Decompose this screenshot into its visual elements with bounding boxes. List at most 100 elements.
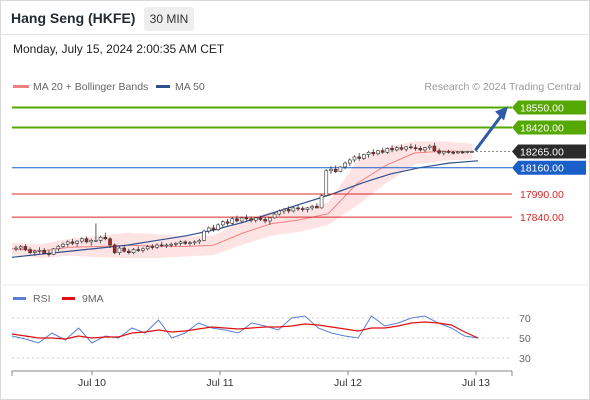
candle-body [178,241,183,244]
candle-body [117,247,122,253]
rsi-legend-label: RSI [33,293,51,305]
candle-body [192,241,197,244]
level-label-17840.00: 17840.00 [520,212,564,224]
candle-body [183,241,188,244]
candle-body [150,246,155,248]
candle-body [343,162,347,168]
candle-body [89,240,94,243]
candle-body [164,244,169,247]
level-label-18420.00: 18420.00 [520,123,564,135]
candle-body [136,249,141,251]
candle-body [296,207,300,210]
ma50-legend-label: MA 50 [175,81,205,93]
candle-body [277,210,282,215]
candle-body [65,241,70,245]
candle-body [47,253,51,255]
candle-body [310,206,314,209]
rsi-line [11,315,479,344]
research-credit: Research © 2024 Trading Central [424,81,581,93]
rsi-tick-30: 30 [519,353,531,365]
candle-body [94,240,98,242]
candle-body [253,217,258,221]
candle-body [188,242,192,244]
instrument-title: Hang Seng (HKFE) [11,10,136,26]
candle-body [432,145,437,152]
level-label-18265.00: 18265.00 [520,146,564,158]
candle-body [131,249,136,253]
candle-body [300,208,305,210]
candle-body [197,240,202,243]
candle-body [357,156,361,159]
candle-body [221,221,225,226]
ma20-line [11,150,473,252]
candle-body [380,150,385,153]
candle-body [376,150,380,155]
forecast-arrow-head [495,106,508,121]
candle-body [268,217,272,222]
candle-body [174,243,178,245]
candle-body [70,241,75,244]
candle-body [244,217,249,220]
candle-body [390,148,394,151]
level-tag-18160.00 [512,160,586,175]
candle-body [305,207,310,210]
candle-body [446,151,451,153]
candle-body [347,159,352,164]
ma50-legend-swatch [156,85,170,88]
candle-body [465,151,470,153]
candle-body [315,206,319,209]
report-datetime: Monday, July 15, 2024 2:00:35 AM CET [13,42,225,56]
candle-body [56,246,61,250]
candle-body [460,151,465,154]
level-tag-18265.00 [512,144,586,159]
candle-body [362,154,366,159]
candle-body [127,250,131,253]
ma20-legend-swatch [13,85,29,88]
candle-body [418,148,423,151]
candle-body [366,151,371,155]
candle-body [338,166,343,172]
candle-body [206,227,211,232]
candle-body [211,227,216,230]
candle-body [112,244,117,253]
candle-body [75,240,79,244]
rsi-legend-swatch [13,297,26,300]
bollinger-band-area [12,141,472,259]
candle-body [42,250,47,254]
candle-body [108,238,112,246]
candle-body [84,238,89,243]
candle-body [427,145,432,148]
candle-body [456,151,460,154]
candle-body [352,156,357,161]
candle-body [319,195,324,209]
timeframe-badge[interactable]: 30 MIN [144,7,194,31]
candle-body [225,221,230,224]
candle-body [324,170,329,196]
candle-body [329,168,333,172]
forecast-arrow-shaft [474,111,505,151]
candle-body [394,147,399,151]
candle-body [413,147,418,149]
candle-body [169,243,173,246]
candle-body [404,146,408,150]
ma20-legend-label: MA 20 + Bollinger Bands [33,81,148,93]
candle-body [122,247,126,252]
level-label-18160.00: 18160.00 [520,163,564,175]
candle-body [470,151,474,153]
candle-body [51,248,56,255]
candle-body [258,217,263,220]
candle-body [451,151,455,154]
candle-body [37,250,42,252]
candle-body [239,217,244,222]
candle-body [263,219,267,222]
level-label-18550.00: 18550.00 [520,102,564,114]
candle-body [80,238,84,242]
candle-body [371,151,376,155]
header-divider [0,34,590,35]
candle-body [98,236,103,241]
level-label-17990.00: 17990.00 [520,189,564,201]
candle-body [14,247,18,250]
candle-body [437,150,441,154]
candle-body [61,243,65,247]
